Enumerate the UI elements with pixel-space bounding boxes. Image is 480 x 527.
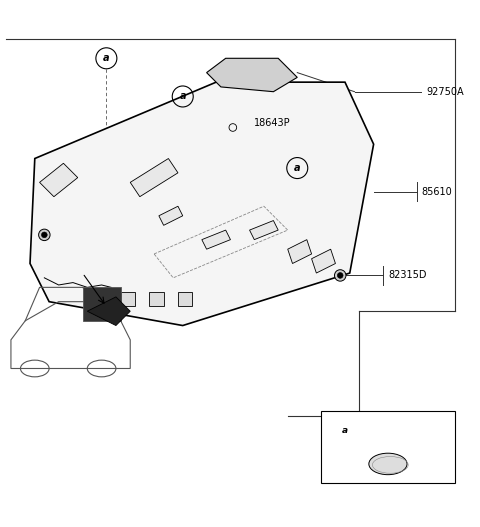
Polygon shape <box>250 221 278 240</box>
Polygon shape <box>206 58 297 92</box>
Circle shape <box>337 272 343 278</box>
Ellipse shape <box>369 453 407 475</box>
Polygon shape <box>87 297 130 326</box>
Text: a: a <box>103 53 110 63</box>
Text: a: a <box>180 92 186 102</box>
Polygon shape <box>288 240 312 264</box>
Text: 82315D: 82315D <box>388 270 426 280</box>
Circle shape <box>38 229 50 241</box>
Text: 18643P: 18643P <box>254 118 291 128</box>
Polygon shape <box>178 292 192 306</box>
Polygon shape <box>39 163 78 197</box>
Polygon shape <box>120 292 135 306</box>
Polygon shape <box>159 206 183 226</box>
Circle shape <box>41 232 47 238</box>
Text: a: a <box>294 163 300 173</box>
Text: a: a <box>342 426 348 435</box>
Circle shape <box>335 270 346 281</box>
Text: 89855B: 89855B <box>369 425 407 435</box>
Polygon shape <box>149 292 164 306</box>
Polygon shape <box>30 82 373 326</box>
Text: 85610: 85610 <box>421 187 452 197</box>
Polygon shape <box>83 287 120 321</box>
Polygon shape <box>202 230 230 249</box>
FancyBboxPatch shape <box>321 412 455 483</box>
Polygon shape <box>312 249 336 273</box>
Polygon shape <box>130 159 178 197</box>
Text: 92750A: 92750A <box>426 87 464 96</box>
